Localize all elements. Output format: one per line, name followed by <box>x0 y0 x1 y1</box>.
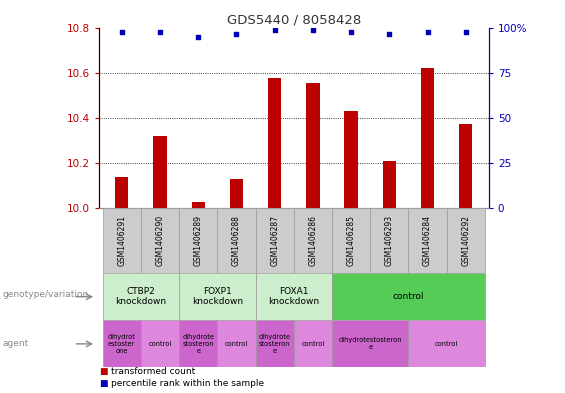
Text: control: control <box>149 341 172 347</box>
Bar <box>294 208 332 273</box>
Text: control: control <box>301 341 324 347</box>
Text: CTBP2
knockdown: CTBP2 knockdown <box>115 287 167 307</box>
Text: ■: ■ <box>99 367 107 376</box>
Point <box>308 27 318 33</box>
Bar <box>255 320 294 367</box>
Bar <box>421 68 434 208</box>
Text: GSM1406285: GSM1406285 <box>347 215 355 266</box>
Text: control: control <box>225 341 248 347</box>
Bar <box>230 179 243 208</box>
Point <box>461 29 470 35</box>
Bar <box>345 111 358 208</box>
Point <box>346 29 355 35</box>
Text: GSM1406293: GSM1406293 <box>385 215 394 266</box>
Text: FOXP1
knockdown: FOXP1 knockdown <box>192 287 243 307</box>
Bar <box>332 273 485 320</box>
Bar <box>115 176 128 208</box>
Bar <box>383 161 396 208</box>
Text: dihydrote
stosteron
e: dihydrote stosteron e <box>182 334 214 354</box>
Bar <box>141 208 179 273</box>
Bar <box>255 273 332 320</box>
Text: ■: ■ <box>99 379 107 387</box>
Text: control: control <box>435 341 458 347</box>
Bar <box>408 208 447 273</box>
Bar <box>447 208 485 273</box>
Bar <box>332 208 370 273</box>
Bar <box>103 320 141 367</box>
Text: GSM1406292: GSM1406292 <box>461 215 470 266</box>
Bar <box>103 273 179 320</box>
Text: dihydrotestosteron
e: dihydrotestosteron e <box>338 337 402 351</box>
Text: dihydrote
stosteron
e: dihydrote stosteron e <box>259 334 290 354</box>
Point <box>155 29 164 35</box>
Text: dihydrot
estoster
one: dihydrot estoster one <box>108 334 136 354</box>
Bar <box>255 208 294 273</box>
Text: genotype/variation: genotype/variation <box>3 290 89 299</box>
Title: GDS5440 / 8058428: GDS5440 / 8058428 <box>227 13 361 26</box>
Bar <box>294 320 332 367</box>
Text: control: control <box>393 292 424 301</box>
Point <box>194 33 203 40</box>
Text: GSM1406287: GSM1406287 <box>270 215 279 266</box>
Bar <box>408 320 485 367</box>
Text: percentile rank within the sample: percentile rank within the sample <box>111 379 264 387</box>
Bar <box>179 273 255 320</box>
Text: GSM1406289: GSM1406289 <box>194 215 203 266</box>
Bar <box>179 208 218 273</box>
Text: transformed count: transformed count <box>111 367 195 376</box>
Bar <box>459 123 472 208</box>
Bar <box>103 208 141 273</box>
Bar <box>192 202 205 208</box>
Point <box>118 29 127 35</box>
Bar <box>306 83 320 208</box>
Bar <box>370 208 408 273</box>
Text: FOXA1
knockdown: FOXA1 knockdown <box>268 287 319 307</box>
Text: GSM1406290: GSM1406290 <box>155 215 164 266</box>
Text: GSM1406284: GSM1406284 <box>423 215 432 266</box>
Point <box>385 31 394 37</box>
Bar <box>332 320 408 367</box>
Bar <box>141 320 179 367</box>
Bar <box>218 208 255 273</box>
Point <box>270 27 279 33</box>
Bar <box>153 136 167 208</box>
Text: agent: agent <box>3 340 29 348</box>
Point <box>232 31 241 37</box>
Point <box>423 29 432 35</box>
Text: GSM1406288: GSM1406288 <box>232 215 241 266</box>
Bar <box>218 320 255 367</box>
Text: GSM1406291: GSM1406291 <box>118 215 127 266</box>
Text: GSM1406286: GSM1406286 <box>308 215 318 266</box>
Bar <box>268 78 281 208</box>
Bar <box>179 320 218 367</box>
